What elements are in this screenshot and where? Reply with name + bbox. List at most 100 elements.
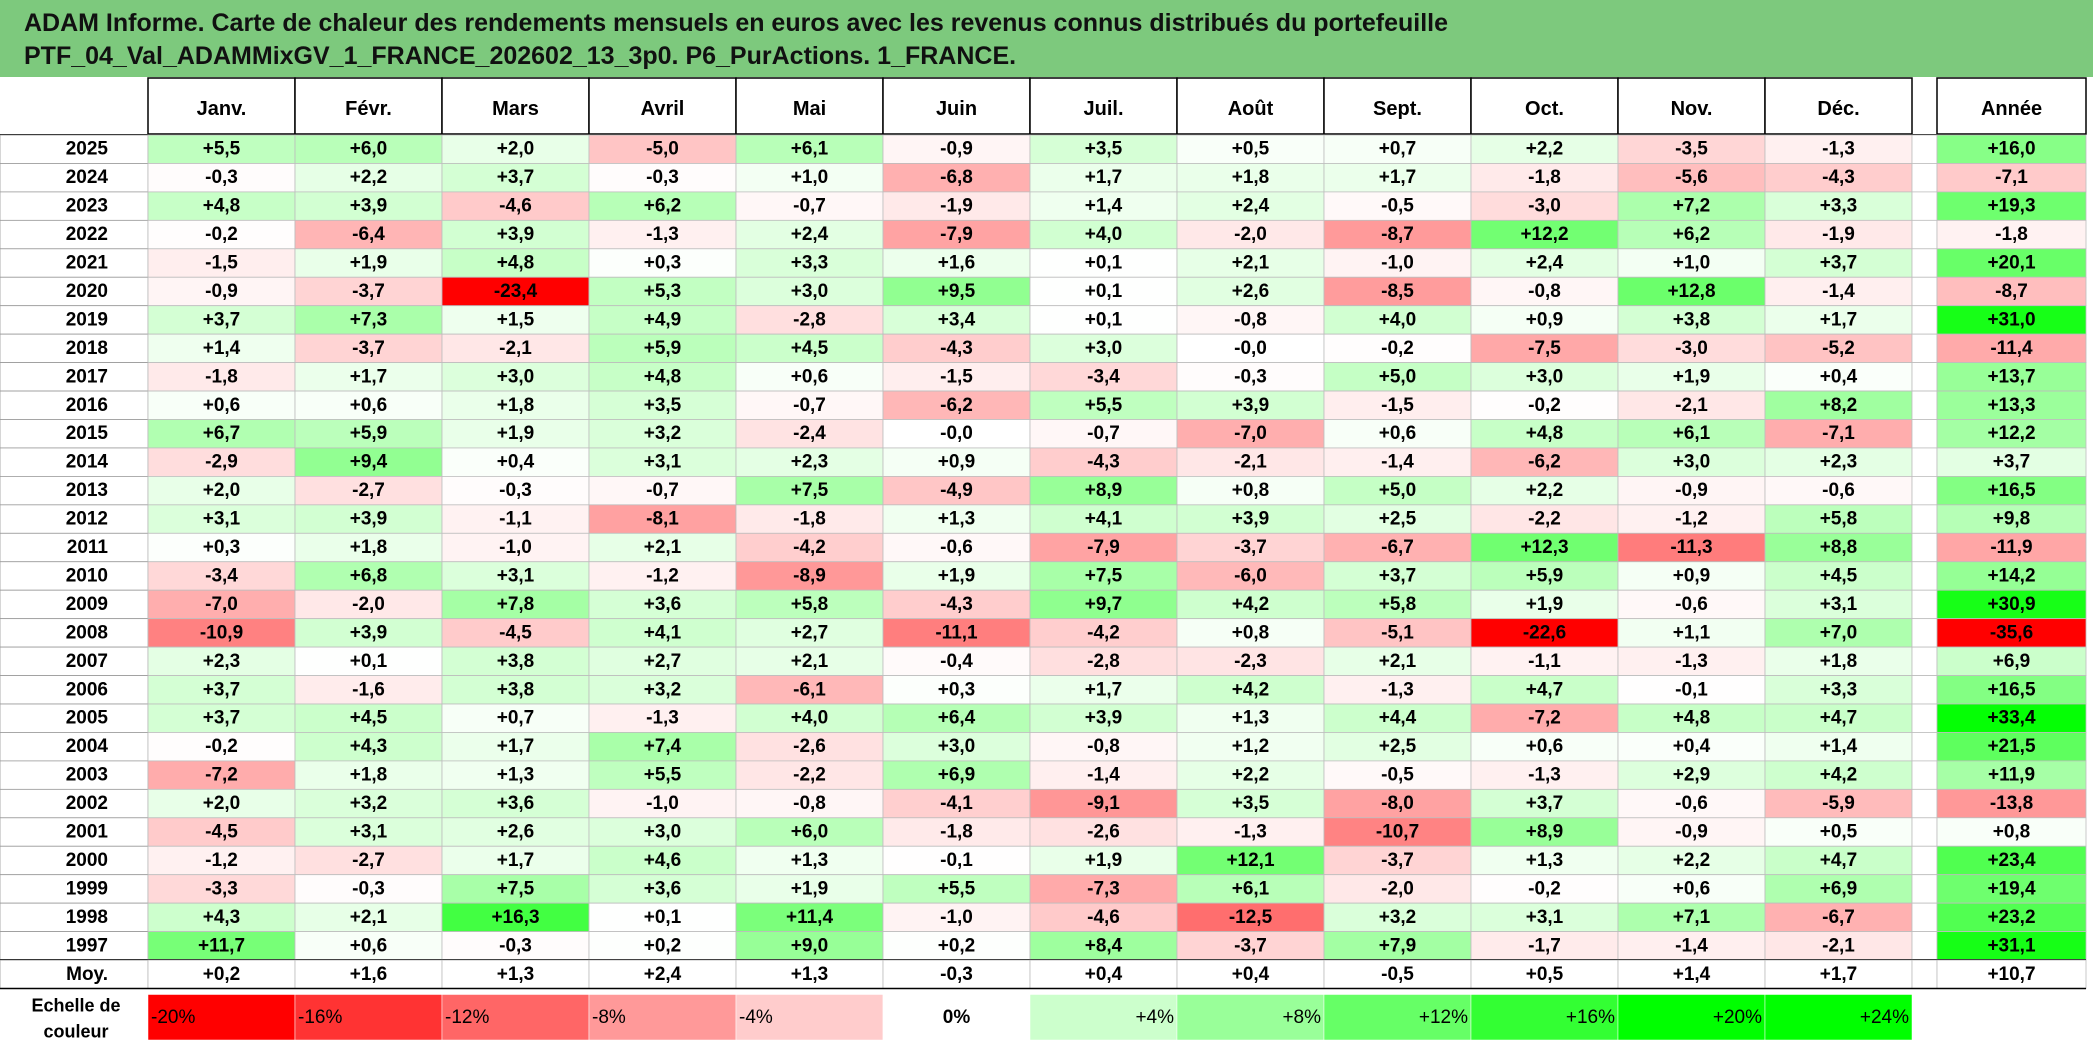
cell-2024-5 — [882, 163, 1031, 193]
value-2017-10: +1,9 — [1673, 366, 1711, 387]
value-2001-4: +6,0 — [791, 822, 829, 843]
value-2016-2: +1,8 — [497, 395, 535, 416]
value-2023-5: -1,9 — [940, 196, 973, 217]
cell-1999-0 — [147, 874, 296, 904]
value-Moy.-1: +1,6 — [350, 964, 388, 985]
cell-2023-8 — [1323, 191, 1472, 221]
year-value-2015: +12,2 — [1987, 423, 2035, 444]
value-2020-6: +0,1 — [1085, 281, 1123, 302]
year-cell-2012 — [1936, 504, 2087, 534]
cell-2024-0 — [147, 163, 296, 193]
value-2000-4: +1,3 — [791, 850, 829, 871]
cell-2024-7 — [1176, 163, 1325, 193]
cell-2010-8 — [1323, 561, 1472, 591]
value-2009-4: +5,8 — [791, 594, 829, 615]
cell-2010-2 — [441, 561, 590, 591]
value-2024-3: -0,3 — [646, 167, 679, 188]
value-2016-9: -0,2 — [1528, 395, 1561, 416]
row-label-cell-24 — [0, 817, 149, 847]
cell-2007-2 — [441, 646, 590, 676]
value-2019-4: -2,8 — [793, 309, 826, 330]
value-2022-6: +4,0 — [1085, 224, 1123, 245]
value-2013-11: -0,6 — [1822, 480, 1855, 501]
value-2001-8: -10,7 — [1376, 822, 1419, 843]
value-2025-8: +0,7 — [1379, 139, 1417, 160]
cell-2018-10 — [1617, 333, 1766, 363]
value-2025-2: +2,0 — [497, 139, 535, 160]
cell-1997-1 — [294, 931, 443, 961]
cell-2019-10 — [1617, 305, 1766, 335]
year-value-1998: +23,2 — [1987, 907, 2035, 928]
cell-2019-9 — [1470, 305, 1619, 335]
value-2017-5: -1,5 — [940, 366, 973, 387]
value-2016-6: +5,5 — [1085, 395, 1123, 416]
cell-2014-10 — [1617, 447, 1766, 477]
value-2017-8: +5,0 — [1379, 366, 1417, 387]
cell-2008-9 — [1470, 618, 1619, 648]
cell-2000-4 — [735, 845, 884, 876]
spacer-cell-2011 — [1911, 532, 1938, 563]
value-2010-4: -8,9 — [793, 565, 826, 586]
scale-stop-11: +24% — [1860, 1007, 1909, 1028]
row-label-2024: 2024 — [66, 167, 109, 188]
cell-2020-0 — [147, 276, 296, 307]
value-2001-10: -0,9 — [1675, 822, 1708, 843]
value-2024-4: +1,0 — [791, 167, 829, 188]
scale-swatch-7 — [1176, 994, 1325, 1041]
value-2005-6: +3,9 — [1085, 708, 1123, 729]
value-2014-5: +0,9 — [938, 452, 976, 473]
cell-2021-8 — [1323, 248, 1472, 278]
value-1999-6: -7,3 — [1087, 878, 1120, 899]
cell-2009-3 — [588, 589, 737, 620]
spacer-cell-2025 — [1911, 134, 1938, 164]
value-Moy.-3: +2,4 — [644, 964, 682, 985]
cell-2007-8 — [1323, 646, 1472, 676]
year-cell-1998 — [1936, 902, 2087, 933]
cell-2009-4 — [735, 589, 884, 620]
year-cell-1999 — [1936, 874, 2087, 904]
value-2018-8: -0,2 — [1381, 338, 1414, 359]
cell-2021-5 — [882, 248, 1031, 278]
cell-2000-1 — [294, 845, 443, 876]
spacer-cell-2003 — [1911, 760, 1938, 790]
row-label-cell-21 — [0, 732, 149, 762]
scale-swatch-11 — [1764, 994, 1913, 1041]
year-value-2005: +33,4 — [1987, 708, 2036, 729]
scale-swatch-8 — [1323, 994, 1472, 1041]
value-2011-7: -3,7 — [1234, 537, 1267, 558]
cell-1999-3 — [588, 874, 737, 904]
row-label-cell-10 — [0, 419, 149, 449]
value-2015-7: -7,0 — [1234, 423, 1267, 444]
year-cell-2008 — [1936, 618, 2087, 648]
value-2011-9: +12,3 — [1520, 537, 1568, 558]
value-2001-6: -2,6 — [1087, 822, 1120, 843]
value-2024-5: -6,8 — [940, 167, 973, 188]
cell-2015-3 — [588, 419, 737, 449]
cell-2022-7 — [1176, 219, 1325, 250]
cell-2011-6 — [1029, 532, 1178, 563]
value-1999-3: +3,6 — [644, 878, 682, 899]
cell-1997-0 — [147, 931, 296, 961]
returns-heatmap: Janv. Févr. Mars Avril Mai Juin Juil. Août Sept.… — [0, 77, 2087, 1041]
cell-2005-6 — [1029, 703, 1178, 733]
value-2018-3: +5,9 — [644, 338, 682, 359]
cell-2001-3 — [588, 817, 737, 847]
cell-2025-11 — [1764, 134, 1913, 164]
value-2023-11: +3,3 — [1820, 196, 1858, 217]
value-2025-7: +0,5 — [1232, 139, 1270, 160]
cell-2022-11 — [1764, 219, 1913, 250]
value-2019-11: +1,7 — [1820, 309, 1858, 330]
row-label-cell-1 — [0, 163, 149, 193]
cell-2021-7 — [1176, 248, 1325, 278]
value-2018-1: -3,7 — [352, 338, 385, 359]
value-Moy.-7: +0,4 — [1232, 964, 1270, 985]
header-label-1: Févr. — [345, 98, 392, 120]
cell-2003-11 — [1764, 760, 1913, 790]
cell-2005-11 — [1764, 703, 1913, 733]
row-label-2011: 2011 — [67, 537, 109, 558]
value-2022-5: -7,9 — [940, 224, 973, 245]
cell-1998-9 — [1470, 902, 1619, 933]
header-label-9: Oct. — [1525, 98, 1564, 120]
value-1998-6: -4,6 — [1087, 907, 1120, 928]
cell-2022-8 — [1323, 219, 1472, 250]
